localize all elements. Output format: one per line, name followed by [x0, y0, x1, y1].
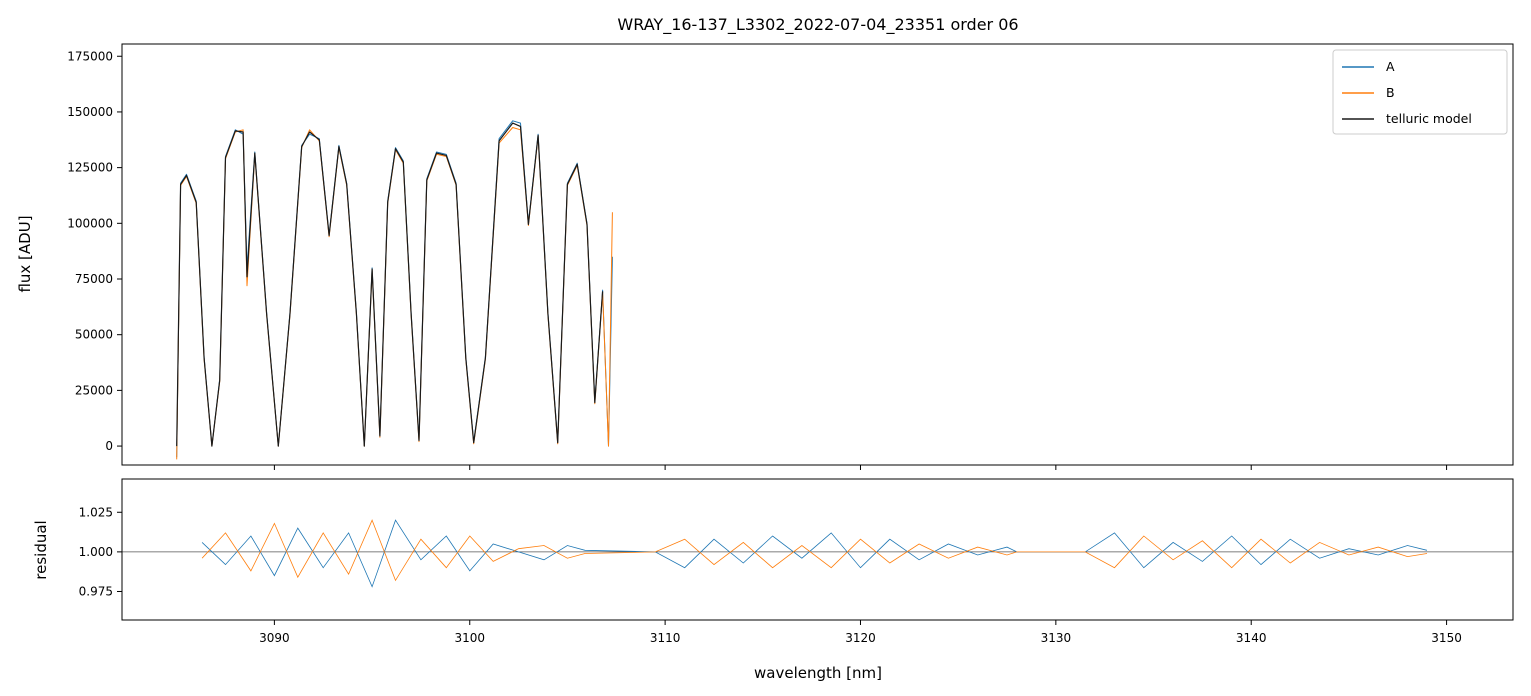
residual-ytick-label: 1.025 [79, 505, 113, 519]
legend-label-telluric: telluric model [1386, 111, 1472, 126]
legend: A B telluric model [1332, 49, 1508, 135]
residual-ylabel: residual [32, 520, 50, 579]
x-axis-label: wavelength [nm] [754, 664, 882, 682]
flux-ytick-label: 175000 [67, 49, 113, 63]
residual-xtick-label: 3100 [454, 631, 485, 645]
legend-label-a: A [1386, 59, 1395, 74]
flux-plot-area [176, 120, 613, 460]
residual-xtick-label: 3090 [259, 631, 290, 645]
flux-axes-background [122, 44, 1513, 465]
residual-axes-frame [121, 478, 1514, 621]
chart-title: WRAY_16-137_L3302_2022-07-04_23351 order… [617, 15, 1018, 35]
legend-label-b: B [1386, 85, 1395, 100]
residual-xtick-label: 3110 [650, 631, 681, 645]
flux-ytick-label: 150000 [67, 105, 113, 119]
flux-ticks: 0 25000 50000 75000 100000 125000 150000 175000 [67, 49, 1448, 470]
residual-panel: 0.975 1.000 1.025 3090 3100 3110 3120 3130 3140 3… [32, 478, 1514, 682]
residual-xtick-label: 3130 [1041, 631, 1072, 645]
residual-ytick-label: 0.975 [79, 584, 113, 598]
residual-xtick-label: 3120 [845, 631, 876, 645]
residual-ytick-label: 1.000 [79, 545, 113, 559]
residual-xtick-label: 3140 [1236, 631, 1267, 645]
residual-series-b [201, 519, 1428, 582]
flux-series-telluric-model [176, 122, 604, 447]
flux-ylabel: flux [ADU] [16, 215, 34, 292]
flux-ytick-label: 50000 [75, 328, 113, 342]
flux-panel: 0 25000 50000 75000 100000 125000 150000 175000… [16, 43, 1514, 470]
flux-ytick-label: 25000 [75, 383, 113, 397]
residual-xtick-label: 3150 [1431, 631, 1462, 645]
residual-ticks: 0.975 1.000 1.025 3090 3100 3110 3120 3130 3140 3… [79, 505, 1462, 645]
residual-plot-area [122, 519, 1513, 588]
flux-ytick-label: 75000 [75, 272, 113, 286]
residual-series-a [201, 519, 1428, 588]
flux-ytick-label: 125000 [67, 161, 113, 175]
residual-axes-background [122, 479, 1513, 620]
flux-ytick-label: 0 [105, 439, 113, 453]
flux-axes-frame [121, 43, 1514, 466]
flux-ytick-label: 100000 [67, 216, 113, 230]
legend-box [1332, 49, 1508, 135]
